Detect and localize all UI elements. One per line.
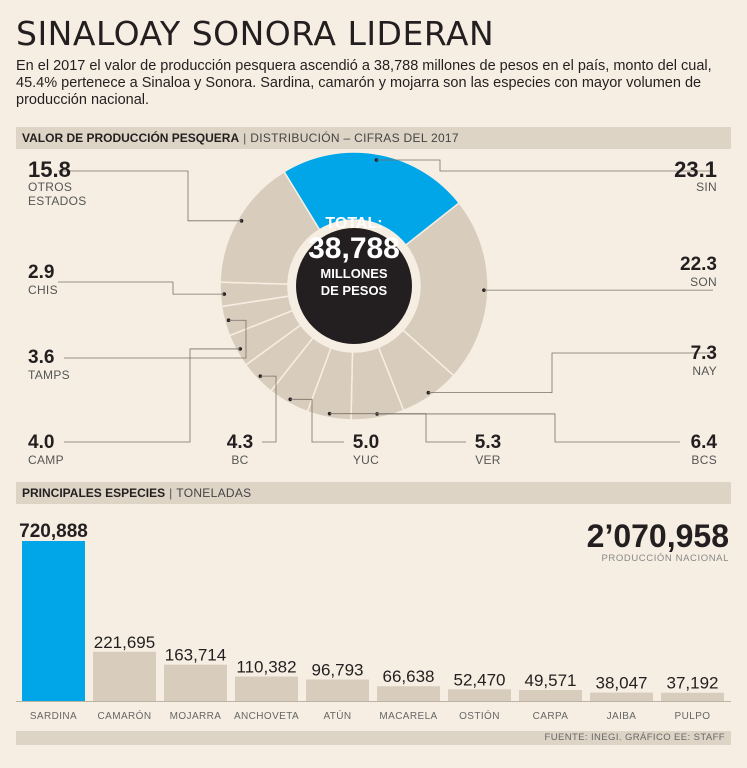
- label-sin-value: 23.1: [674, 157, 717, 182]
- label-bc-name: BC: [231, 453, 249, 467]
- leader-line-chis: [58, 281, 225, 295]
- bar-category-label-2: MOJARRA: [170, 711, 222, 722]
- donut-slice-otros: [219, 170, 321, 285]
- label-chis: 2.9 CHIS: [28, 262, 58, 298]
- bar-value-label-1: 221,695: [94, 633, 155, 652]
- bar-5: [377, 686, 440, 701]
- section-separator: |: [169, 486, 173, 500]
- bar-value-label-7: 49,571: [525, 671, 577, 690]
- label-sin-name: SIN: [696, 180, 717, 194]
- national-production-caption: PRODUCCIÓN NACIONAL: [601, 553, 729, 564]
- bar-2: [164, 664, 227, 701]
- bar-value-label-2: 163,714: [165, 646, 226, 665]
- section-subtitle: DISTRIBUCIÓN – CIFRAS DEL 2017: [250, 131, 459, 145]
- leader-line-ver: [329, 413, 466, 443]
- section-subtitle: TONELADAS: [176, 486, 252, 500]
- bar-category-label-1: CAMARÓN: [98, 709, 152, 722]
- bar-6: [448, 689, 511, 701]
- bar-value-label-9: 37,192: [667, 674, 719, 693]
- section-title: VALOR DE PRODUCCIÓN PESQUERA: [22, 131, 240, 145]
- bar-category-label-8: JAIBA: [607, 711, 637, 722]
- bar-category-label-7: CARPA: [533, 711, 569, 722]
- bar-1: [93, 651, 156, 701]
- label-bc-value: 4.3: [226, 432, 254, 453]
- section-title: PRINCIPALES ESPECIES: [22, 486, 166, 500]
- label-son: 22.3 SON: [680, 254, 717, 290]
- bar-7: [519, 689, 582, 701]
- total-value: 38,788: [308, 232, 400, 265]
- bar-value-label-8: 38,047: [596, 674, 648, 693]
- bar-3: [235, 676, 298, 701]
- label-otros: 15.8 OTROS ESTADOS: [28, 157, 87, 209]
- leader-line-tamps: [64, 319, 247, 359]
- bar-category-label-4: ATÚN: [323, 709, 351, 722]
- bar-value-label-5: 66,638: [383, 667, 435, 686]
- bar-value-label-4: 96,793: [312, 661, 364, 680]
- label-otros-value: 15.8: [28, 157, 71, 182]
- donut-center-total: TOTAL: 38,788 MILLONES DE PESOS: [294, 215, 414, 299]
- leader-line-camp: [64, 348, 241, 443]
- leader-line-bc: [260, 375, 277, 443]
- label-bcs: 6.4 BCS: [690, 432, 717, 468]
- bar-category-label-3: ANCHOVETA: [234, 711, 299, 722]
- label-yuc: 5.0 YUC: [344, 432, 388, 468]
- donut-slice-sin: [283, 151, 461, 247]
- source-footer: FUENTE: INEGI. GRÁFICO EE: STAFF: [16, 731, 731, 745]
- label-camp: 4.0 CAMP: [28, 432, 64, 468]
- bar-category-label-5: MACARELA: [379, 711, 437, 722]
- national-production-value: 2’070,958: [586, 518, 729, 554]
- leader-line-yuc: [290, 398, 344, 443]
- label-camp-value: 4.0: [28, 432, 55, 453]
- donut-chart: [58, 151, 713, 443]
- label-ver: 5.3 VER: [466, 432, 510, 468]
- section-header-production-value: VALOR DE PRODUCCIÓN PESQUERA | DISTRIBUCIÓ…: [16, 127, 731, 149]
- bar-value-label-3: 110,382: [236, 658, 296, 677]
- bar-value-label-6: 52,470: [454, 670, 506, 689]
- bar-0: [22, 541, 85, 701]
- label-ver-name: VER: [475, 453, 501, 467]
- bar-value-label-0: 720,888: [19, 521, 88, 542]
- label-bcs-value: 6.4: [690, 432, 717, 453]
- label-otros-name: OTROS ESTADOS: [28, 180, 87, 208]
- page-title: SINALOAY SONORA LIDERAN: [16, 14, 495, 53]
- leader-line-sin: [376, 159, 713, 172]
- label-chis-name: CHIS: [28, 283, 58, 297]
- label-bcs-name: BCS: [691, 453, 717, 467]
- baseline: [16, 701, 731, 702]
- label-tamps-name: TAMPS: [28, 368, 70, 382]
- bar-4: [306, 679, 369, 701]
- label-nay: 7.3 NAY: [690, 343, 717, 379]
- label-bc: 4.3 BC: [218, 432, 262, 468]
- total-unit-line2: DE PESOS: [320, 283, 388, 298]
- label-yuc-name: YUC: [352, 453, 380, 467]
- label-son-name: SON: [690, 275, 717, 289]
- label-nay-value: 7.3: [690, 343, 717, 364]
- page-subtitle: En el 2017 el valor de producción pesque…: [16, 58, 712, 108]
- donut-center-circle: [296, 228, 412, 344]
- label-nay-name: NAY: [692, 364, 717, 378]
- leader-line-bcs: [377, 413, 680, 443]
- bar-8: [590, 692, 653, 701]
- total-unit-line1: MILLONES: [320, 266, 388, 281]
- section-separator: |: [243, 131, 247, 145]
- national-production-total: 2’070,958 PRODUCCIÓN NACIONAL: [587, 519, 729, 564]
- bar-9: [661, 692, 724, 701]
- bar-category-label-0: SARDINA: [30, 711, 77, 722]
- bar-category-label-9: PULPO: [675, 711, 711, 722]
- leader-line-otros: [58, 170, 242, 222]
- label-ver-value: 5.3: [474, 432, 502, 453]
- label-camp-name: CAMP: [28, 453, 64, 467]
- label-tamps: 3.6 TAMPS: [28, 347, 70, 383]
- total-label: TOTAL:: [325, 215, 383, 232]
- label-tamps-value: 3.6: [28, 347, 55, 368]
- bar-category-label-6: OSTIÓN: [459, 709, 500, 722]
- label-yuc-value: 5.0: [352, 432, 380, 453]
- leader-line-nay: [428, 352, 713, 394]
- label-sin: 23.1 SIN: [674, 157, 717, 195]
- label-son-value: 22.3: [680, 254, 717, 275]
- section-header-species: PRINCIPALES ESPECIES | TONELADAS: [16, 482, 731, 504]
- label-chis-value: 2.9: [28, 262, 55, 283]
- donut-slice-son: [402, 201, 489, 377]
